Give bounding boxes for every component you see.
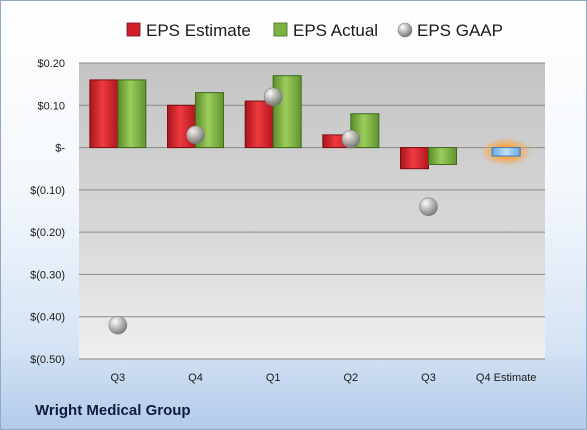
company-name: Wright Medical Group (35, 402, 191, 419)
x-tick-label: Q3 (110, 372, 125, 384)
x-tick-label: Q1 (266, 372, 281, 384)
eps-gaap-point (186, 125, 205, 145)
legend-swatch (273, 22, 288, 37)
eps-gaap-point (108, 315, 128, 335)
y-tick-label: $(0.30) (30, 269, 65, 281)
q4-estimate-bar (491, 147, 521, 157)
eps-actual-bar (428, 147, 457, 165)
legend-label: EPS GAAP (417, 21, 503, 40)
y-tick-label: $0.10 (37, 100, 65, 112)
eps-actual-bar (272, 75, 302, 149)
eps-gaap-point (419, 197, 438, 217)
x-tick-label: Q4 Estimate (476, 372, 537, 384)
y-tick-label: $- (55, 143, 65, 155)
legend-swatch (397, 22, 413, 38)
eps-estimate-bar (244, 100, 274, 149)
eps-estimate-bar (400, 147, 429, 170)
legend-label: EPS Actual (293, 21, 378, 40)
y-tick-label: $(0.20) (30, 227, 65, 239)
eps-gaap-point (263, 87, 283, 107)
eps-estimate-bar (89, 79, 119, 149)
x-tick-label: Q2 (343, 372, 358, 384)
y-tick-label: $0.20 (37, 58, 65, 70)
x-tick-label: Q4 (188, 372, 203, 384)
y-tick-label: $(0.50) (30, 354, 65, 366)
y-tick-label: $(0.10) (30, 185, 65, 197)
eps-actual-bar (117, 79, 147, 149)
legend-label: EPS Estimate (146, 21, 251, 40)
y-tick-label: $(0.40) (30, 312, 65, 324)
legend-swatch (126, 22, 141, 37)
eps-gaap-point (341, 129, 361, 149)
x-tick-label: Q3 (421, 372, 436, 384)
plot-area (79, 63, 545, 359)
